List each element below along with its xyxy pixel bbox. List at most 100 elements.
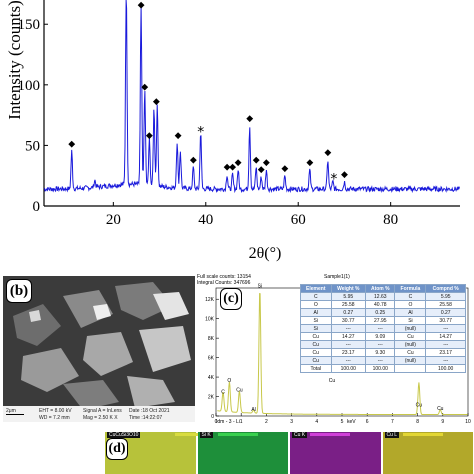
table-row: C 5.95 12.63 C 5.95 [300, 292, 466, 301]
table-cell: 100.00 [365, 364, 396, 373]
elemental-map: Si K [197, 432, 288, 474]
table-cell: Si [300, 316, 332, 325]
eds-peak-label: C [221, 390, 225, 396]
eds-x-tick-label: 0 [215, 419, 218, 425]
xrd-peak-marker: ◆ [235, 158, 242, 168]
xrd-y-tick-label: 100 [18, 78, 41, 94]
elemental-map-tag: CuCuSi3O10 [107, 432, 141, 438]
xrd-peak-marker: ◆ [229, 163, 236, 173]
panel-label-b: (b) [6, 279, 32, 303]
eds-spectrum-panel: Full scale counts: 13154 Integral Counts… [196, 272, 474, 426]
table-cell: (null) [394, 356, 427, 365]
xrd-peak-marker: ◆ [175, 131, 182, 141]
eds-peak-label: Cu [329, 378, 336, 384]
table-cell [394, 364, 427, 373]
table-cell: 14.27 [425, 332, 466, 341]
table-cell: Cu [300, 348, 332, 357]
table-cell: Cu [300, 340, 332, 349]
table-cell: Cu [394, 348, 427, 357]
eds-composition-table: Element Weight % Atom % Formula Compnd % C 5.… [300, 284, 466, 373]
table-cell: 27.95 [365, 316, 396, 325]
sem-info-bar: 2μm EHT = 8.00 kV WD = 7.2 mm Signal A =… [3, 406, 195, 422]
table-cell: --- [330, 324, 367, 333]
xrd-y-axis-label: Intensity (counts) [5, 0, 24, 119]
table-cell: Total [300, 364, 332, 373]
elemental-map-colorbar [310, 433, 350, 436]
xrd-peak-marker: ◆ [146, 131, 153, 141]
table-cell: 9.09 [365, 332, 396, 341]
table-cell: 0.27 [330, 308, 367, 317]
xrd-peak-marker: ◆ [153, 97, 160, 107]
table-cell: Cu [394, 332, 427, 341]
sem-info-eht: EHT = 8.00 kV [39, 408, 72, 414]
eds-x-tick-label: 6 [366, 419, 369, 425]
table-cell: --- [365, 340, 396, 349]
table-cell: 100.00 [425, 364, 466, 373]
table-cell: Al [394, 308, 427, 317]
xrd-peak-marker: ◆ [341, 170, 348, 180]
xrd-peak-marker: ◆ [246, 114, 253, 124]
table-row: Cu --- --- (null) --- [300, 340, 466, 349]
sem-scale: 2μm [6, 408, 16, 414]
table-cell: --- [365, 324, 396, 333]
eds-table-header: Compnd % [425, 284, 466, 293]
eds-table-header: Weight % [330, 284, 367, 293]
table-cell: 100.00 [330, 364, 367, 373]
eds-peak-label: Si [258, 284, 262, 290]
sem-info-date: Date :18 Oct 2021 [129, 408, 170, 414]
eds-y-tick-label: 12K [205, 297, 215, 303]
table-row: Cu --- --- (null) --- [300, 356, 466, 365]
eds-x-tick-label: 10 [465, 419, 471, 425]
eds-x-tick-label: 1 [240, 419, 243, 425]
xrd-y-tick-label: 50 [25, 138, 40, 154]
eds-x-tick-label: 8 [416, 419, 419, 425]
table-cell: 14.27 [330, 332, 367, 341]
eds-x-tick-label: 4 [315, 419, 318, 425]
elemental-map-tag: Cu K [292, 432, 308, 438]
table-cell: Cu [300, 356, 332, 365]
xrd-x-tick-label: 40 [198, 212, 213, 228]
eds-y-tick-label: 0 [211, 414, 214, 420]
table-cell: C [394, 292, 427, 301]
eds-peak-label: Cu [437, 406, 444, 412]
table-cell: (null) [394, 340, 427, 349]
xrd-peak-marker: ◆ [258, 165, 265, 175]
elemental-map-colorbar [217, 433, 258, 436]
table-cell: --- [330, 340, 367, 349]
eds-x-unit: keV [347, 419, 356, 425]
xrd-peak-marker: ◆ [253, 155, 260, 165]
xrd-peak-marker: ◆ [190, 155, 197, 165]
eds-y-tick-label: 4K [208, 375, 215, 381]
elemental-map-colorbar [175, 433, 215, 436]
sem-info-signal: Signal A = InLens [83, 408, 122, 414]
eds-peak-label: O [227, 378, 231, 384]
elemental-map-strip: CuCuSi3O10 Si K Cu K Cu L [104, 430, 474, 474]
table-cell: (null) [394, 324, 427, 333]
xrd-series-line [43, 0, 460, 194]
panel-label-c: (c) [220, 288, 242, 310]
xrd-x-tick-label: 20 [106, 212, 121, 228]
xrd-peak-marker: ◆ [263, 158, 270, 168]
eds-y-tick-label: 6K [208, 356, 215, 362]
elemental-map-tag: Si K [199, 432, 213, 438]
xrd-peak-marker: ◆ [138, 0, 145, 10]
eds-table-header: Formula [394, 284, 427, 293]
sem-info-mag: Mag = 2.50 K X [83, 415, 118, 421]
sem-image-panel: (b) 2μm EHT = 8.00 kV WD = 7.2 mm Signal… [3, 276, 195, 422]
table-cell: 0.25 [365, 308, 396, 317]
table-cell: O [394, 300, 427, 309]
elemental-map-colorbar [402, 433, 443, 436]
xrd-peak-marker: ◆ [324, 148, 331, 158]
eds-table-header: Element [300, 284, 332, 293]
eds-full-scale: Full scale counts: 13154 [197, 274, 251, 280]
table-cell: 5.95 [330, 292, 367, 301]
xrd-axes: 0 50 100 150 20 40 60 80 [18, 0, 460, 228]
table-row: Cu 14.27 9.09 Cu 14.27 [300, 332, 466, 341]
eds-y-tick-label: 8K [208, 336, 215, 342]
table-cell: 0.27 [425, 308, 466, 317]
xrd-peak-markers: ◆◆◆◆◆◆◆*◆◆◆◆◆◆◆◆◆◆* ◆ [68, 0, 348, 187]
xrd-peak-marker: * [330, 172, 337, 188]
sem-scale-bar [6, 414, 24, 415]
